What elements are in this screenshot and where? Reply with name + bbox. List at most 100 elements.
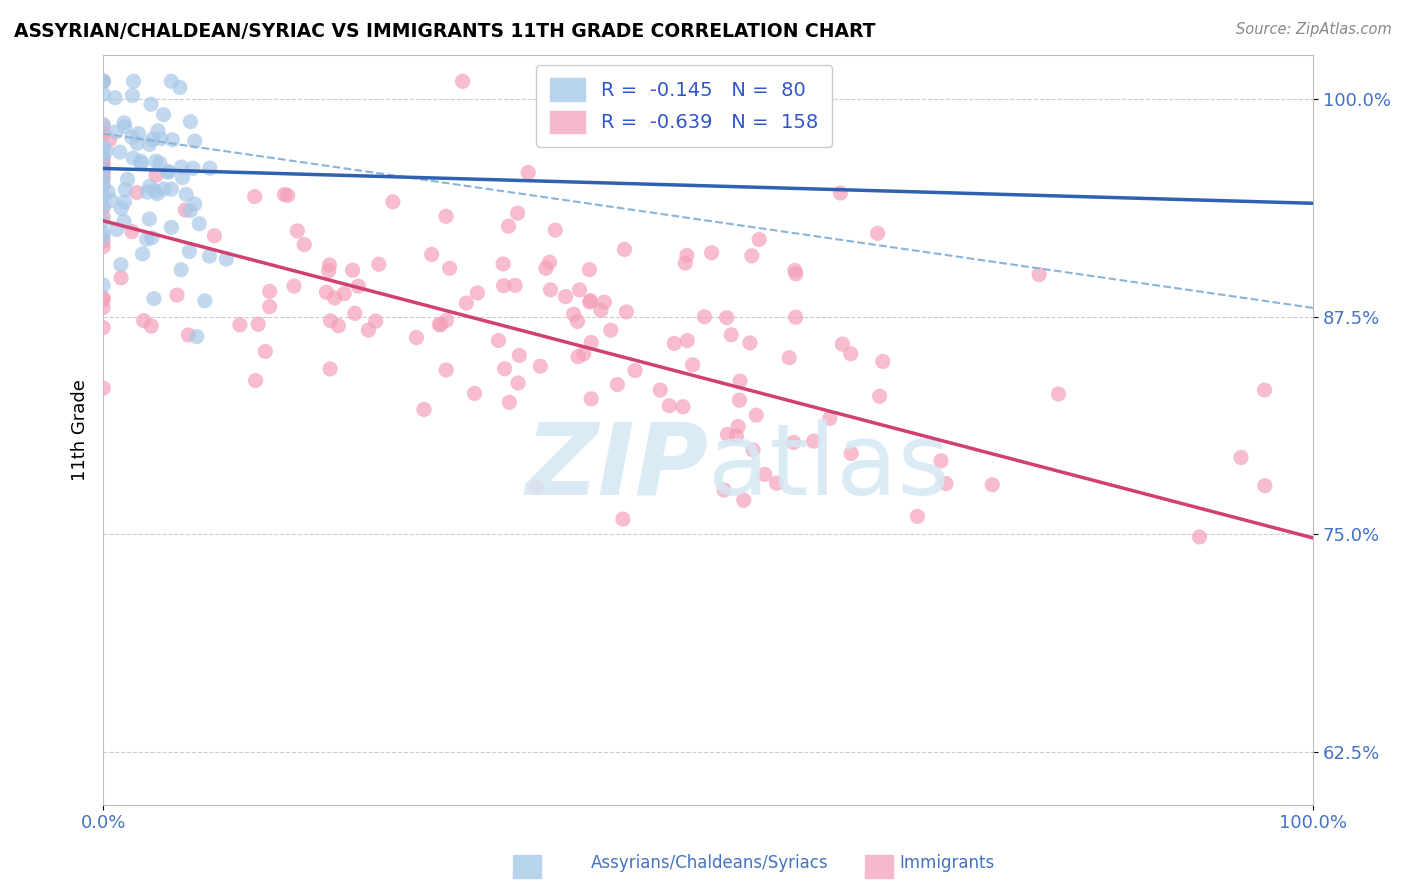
Point [259,300,281,314]
Point [498,395,520,409]
Point [434,363,457,377]
Point [529,359,551,374]
Point [733,493,755,508]
Point [713,483,735,497]
Point [156,165,179,179]
Point [121,225,143,239]
Point [364,314,387,328]
Point [91,293,114,307]
Point [283,279,305,293]
Point [179,244,201,259]
Point [259,285,281,299]
Point [91,201,114,215]
Point [1230,450,1253,465]
Point [122,151,145,165]
Point [142,132,165,146]
Point [91,74,114,88]
Point [323,291,346,305]
Point [143,292,166,306]
Point [831,337,853,351]
Point [91,144,114,158]
Point [91,165,114,179]
Point [105,222,128,236]
Point [929,454,952,468]
Point [121,130,143,145]
Point [540,283,562,297]
Point [765,476,787,491]
Point [215,252,238,266]
Point [143,184,166,198]
Point [114,120,136,134]
Point [439,261,461,276]
Point [725,429,748,443]
Point [229,318,252,332]
Point [121,88,143,103]
Point [91,152,114,166]
Y-axis label: 11th Grade: 11th Grade [72,379,89,481]
Text: ASSYRIAN/CHALDEAN/SYRIAC VS IMMIGRANTS 11TH GRADE CORRELATION CHART: ASSYRIAN/CHALDEAN/SYRIAC VS IMMIGRANTS 1… [14,22,876,41]
Point [91,278,114,293]
Point [343,306,366,320]
Point [183,197,205,211]
Point [693,310,716,324]
Point [785,310,807,325]
Point [333,286,356,301]
Point [91,166,114,180]
Point [91,74,114,88]
Point [456,296,478,310]
Point [367,257,389,271]
Point [606,377,628,392]
Point [198,161,221,176]
Point [146,186,169,201]
Text: Immigrants: Immigrants [900,855,995,872]
Point [464,386,486,401]
Point [273,187,295,202]
Point [866,227,889,241]
Point [91,74,114,88]
Point [785,267,807,281]
Point [174,187,197,202]
Point [160,220,183,235]
Point [243,189,266,203]
Point [96,144,118,158]
Point [589,303,612,318]
Text: Source: ZipAtlas.com: Source: ZipAtlas.com [1236,22,1392,37]
Point [682,358,704,372]
Point [141,231,163,245]
Point [110,202,132,216]
Point [160,182,183,196]
Point [91,172,114,186]
Point [91,151,114,165]
Point [98,133,121,147]
Point [184,134,207,148]
Point [91,301,114,315]
Point [738,335,761,350]
Point [198,249,221,263]
Point [169,80,191,95]
Point [700,245,723,260]
Point [567,350,589,364]
Point [91,381,114,395]
Point [720,327,742,342]
Point [872,354,894,368]
Point [427,318,450,332]
Point [104,91,127,105]
Point [517,165,540,179]
Point [91,214,114,228]
Point [91,74,114,88]
Point [117,172,139,186]
Point [748,232,770,246]
Point [741,249,763,263]
Point [578,295,600,310]
Point [716,310,738,325]
Point [128,127,150,141]
Point [254,344,277,359]
Point [544,223,567,237]
Point [285,224,308,238]
Point [650,383,672,397]
Point [673,256,696,270]
Point [138,137,160,152]
Point [146,124,169,138]
Point [125,186,148,200]
Point [839,347,862,361]
